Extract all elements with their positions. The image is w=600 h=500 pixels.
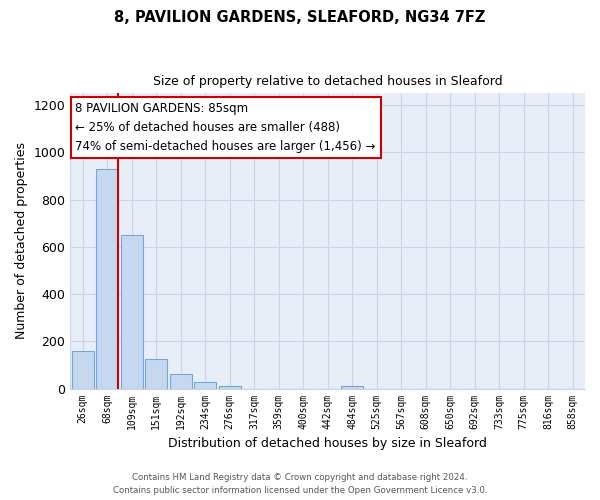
Title: Size of property relative to detached houses in Sleaford: Size of property relative to detached ho… [153, 75, 502, 88]
Y-axis label: Number of detached properties: Number of detached properties [15, 142, 28, 340]
Text: 8 PAVILION GARDENS: 85sqm
← 25% of detached houses are smaller (488)
74% of semi: 8 PAVILION GARDENS: 85sqm ← 25% of detac… [76, 102, 376, 153]
Bar [218, 386, 241, 388]
Text: Contains HM Land Registry data © Crown copyright and database right 2024.
Contai: Contains HM Land Registry data © Crown c… [113, 474, 487, 495]
Bar [145, 359, 167, 388]
X-axis label: Distribution of detached houses by size in Sleaford: Distribution of detached houses by size … [168, 437, 487, 450]
Bar [194, 382, 216, 388]
Bar [96, 169, 118, 388]
Text: 8, PAVILION GARDENS, SLEAFORD, NG34 7FZ: 8, PAVILION GARDENS, SLEAFORD, NG34 7FZ [115, 10, 485, 25]
Bar [71, 351, 94, 389]
Bar [341, 386, 363, 388]
Bar [121, 235, 143, 388]
Bar [170, 374, 191, 388]
